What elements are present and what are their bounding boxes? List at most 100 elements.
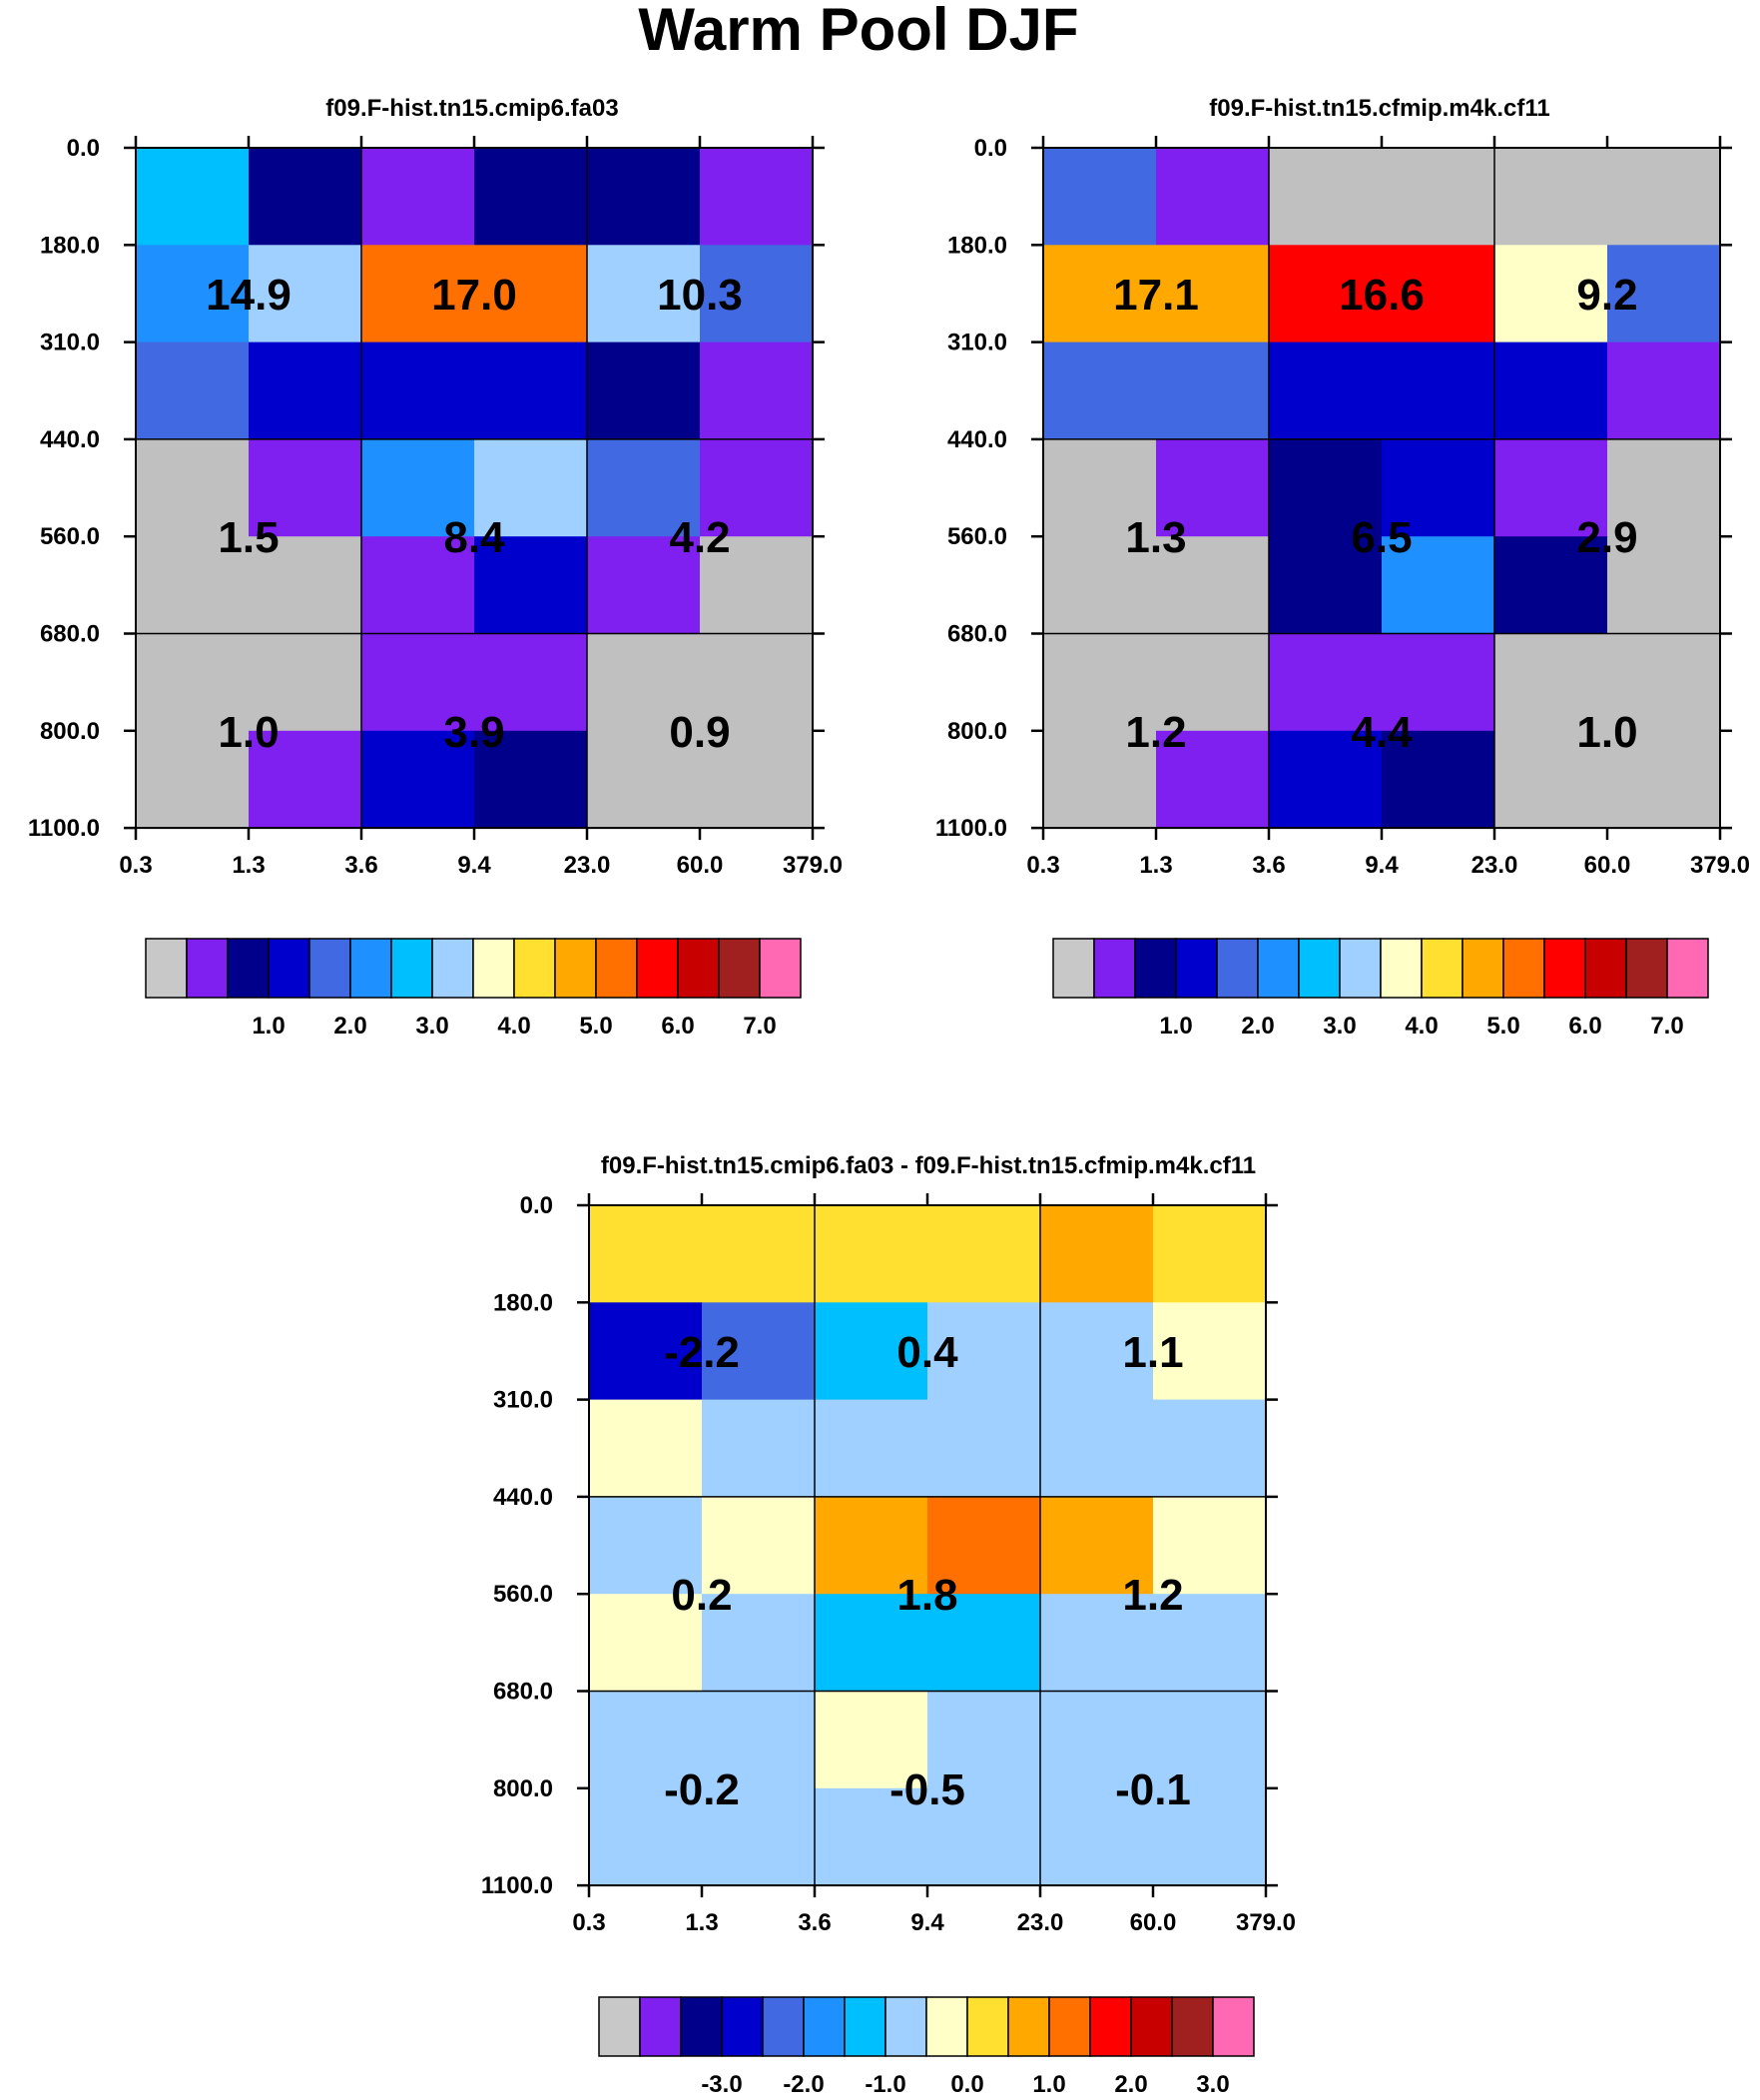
colorbar-swatch (1257, 938, 1300, 999)
x-tick-label: 3.6 (344, 852, 377, 879)
heatmap-cell (1040, 1496, 1154, 1595)
colorbar-swatch (390, 938, 433, 999)
colorbar-swatch (431, 938, 474, 999)
colorbar-swatch (636, 938, 679, 999)
heatmap-cell (589, 1594, 703, 1693)
heatmap-cell (702, 1302, 816, 1401)
y-tick-label: 440.0 (947, 426, 1007, 453)
cell-value-label: 1.0 (218, 708, 279, 757)
colorbar-swatch (308, 938, 351, 999)
y-tick-label: 180.0 (493, 1289, 553, 1316)
colorbar-swatch (1380, 938, 1423, 999)
heatmap-cell (587, 536, 701, 635)
heatmap-cell (249, 438, 362, 537)
heatmap-cell (815, 1594, 928, 1693)
x-tick-label: 60.0 (677, 852, 724, 879)
heatmap-cell (136, 536, 250, 635)
heatmap-cell (927, 1691, 1041, 1789)
heatmap-cell (1040, 1399, 1154, 1498)
heatmap-cell (1043, 245, 1157, 344)
heatmap-cell (361, 730, 475, 829)
heatmap-cell (1156, 730, 1270, 829)
heatmap-cell (474, 245, 588, 344)
colorbar-swatch (1339, 938, 1382, 999)
heatmap-cell (361, 148, 475, 246)
colorbar-label: 3.0 (1196, 2071, 1229, 2098)
heatmap-cell (1382, 536, 1495, 635)
cell-value-label: -2.2 (664, 1328, 740, 1377)
y-tick-label: 0.0 (67, 135, 100, 162)
panel-control: f09.F-hist.tn15.cmip6.fa03 0.3 1.3 3.6 9.4 23… (28, 95, 843, 1040)
heatmap-cell (474, 536, 588, 635)
x-tick-label: 9.4 (457, 852, 491, 879)
heatmap-cell (1043, 633, 1157, 732)
heatmap-cell (1494, 438, 1608, 537)
cell-value-label: 0.4 (896, 1328, 958, 1377)
heatmap-cell (587, 148, 701, 246)
colorbar-swatch (472, 938, 515, 999)
heatmap-cell (702, 1399, 816, 1498)
heatmap-cell (1269, 245, 1383, 344)
heatmap-cell (587, 633, 701, 732)
x-tick-label: 23.0 (564, 852, 611, 879)
heatmap-cell (249, 633, 362, 732)
colorbar-label: 6.0 (661, 1013, 694, 1040)
heatmap-cell (1269, 730, 1383, 829)
colorbar-swatch (1462, 938, 1504, 999)
y-tick-label: 1100.0 (935, 815, 1007, 842)
heatmap-cell (1607, 536, 1721, 635)
heatmap-cell (1153, 1496, 1267, 1595)
heatmap-cell (1607, 730, 1721, 829)
heatmap-cell (474, 148, 588, 246)
y-tick-label: 560.0 (947, 523, 1007, 550)
colorbar-label: 0.0 (950, 2071, 983, 2098)
cell-value-label: 4.2 (669, 513, 730, 562)
heatmap-cell (1153, 1399, 1267, 1498)
colorbar-swatch (227, 938, 270, 999)
x-tick-label: 379.0 (783, 852, 843, 879)
heatmap-cell (249, 342, 362, 440)
cell-value-label: 0.9 (669, 708, 730, 757)
colorbar-label: 1.0 (1159, 1013, 1192, 1040)
x-tick-label: 60.0 (1130, 1909, 1177, 1936)
panel-difference: f09.F-hist.tn15.cmip6.fa03 - f09.F-hist.… (481, 1152, 1296, 2098)
y-tick-label: 180.0 (947, 232, 1007, 259)
heatmap-cell (927, 1205, 1041, 1303)
heatmap-cell (1494, 730, 1608, 829)
cell-value-label: 2.9 (1576, 513, 1637, 562)
heatmap-cell (1607, 245, 1721, 344)
cell-value-label: 17.0 (431, 271, 517, 320)
colorbar-swatch (1175, 938, 1218, 999)
heatmap-cell (589, 1205, 703, 1303)
y-tick-label: 310.0 (947, 330, 1007, 356)
cell-value-label: 10.3 (657, 271, 743, 320)
heatmap-cell (1156, 438, 1270, 537)
heatmap-cell (1040, 1594, 1154, 1693)
heatmap-cell (474, 730, 588, 829)
colorbar-swatch (1134, 938, 1177, 999)
heatmap-cell (1269, 536, 1383, 635)
cell-value-label: 17.1 (1113, 271, 1199, 320)
y-tick-label: 310.0 (493, 1387, 553, 1414)
heatmap-cell (1153, 1594, 1267, 1693)
y-tick-label: 440.0 (493, 1484, 553, 1511)
heatmap-cell (1153, 1787, 1267, 1886)
heatmap-cell (1043, 438, 1157, 537)
colorbar-swatch (1421, 938, 1464, 999)
colorbar-swatch (677, 938, 720, 999)
cell-value-label: 0.2 (671, 1571, 732, 1620)
colorbar-swatch (1584, 938, 1627, 999)
colorbar-swatch (759, 938, 802, 999)
heatmap-cell (589, 1496, 703, 1595)
heatmap-cell (815, 1205, 928, 1303)
x-tick-label: 23.0 (1471, 852, 1518, 879)
heatmap-cell (702, 1594, 816, 1693)
heatmap-cell (249, 148, 362, 246)
colorbar-label: 6.0 (1568, 1013, 1601, 1040)
heatmap-cell (702, 1691, 816, 1789)
y-tick-label: 180.0 (40, 232, 100, 259)
colorbar-swatch (1666, 938, 1709, 999)
heatmap-cell (1269, 633, 1383, 732)
heatmap-cell (361, 633, 475, 732)
cell-value-label: 9.2 (1576, 271, 1637, 320)
